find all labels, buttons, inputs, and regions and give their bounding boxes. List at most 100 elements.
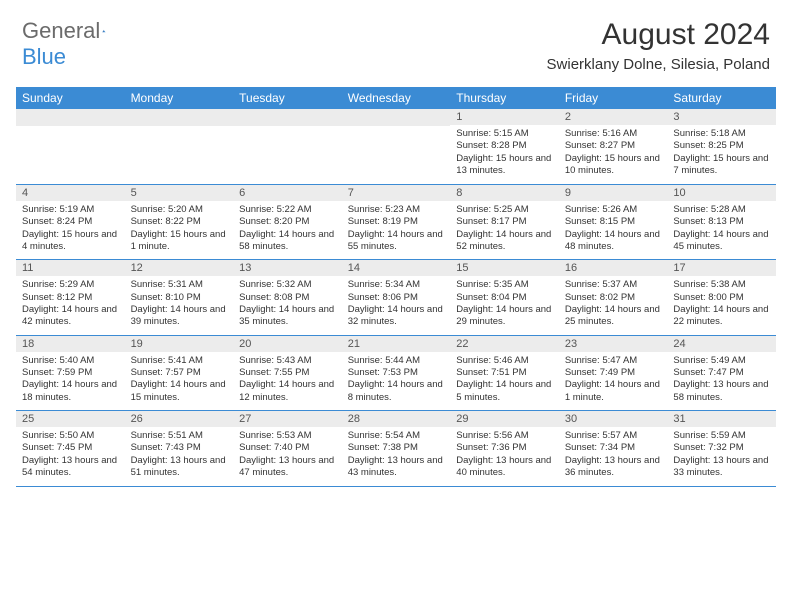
calendar: SundayMondayTuesdayWednesdayThursdayFrid…	[16, 87, 776, 487]
day-cell: 17Sunrise: 5:38 AMSunset: 8:00 PMDayligh…	[667, 260, 776, 334]
day-details: Sunrise: 5:53 AMSunset: 7:40 PMDaylight:…	[233, 427, 342, 485]
week-row: 18Sunrise: 5:40 AMSunset: 7:59 PMDayligh…	[16, 336, 776, 411]
day-number: 25	[16, 411, 125, 427]
day-number: 3	[667, 109, 776, 125]
day-details	[125, 126, 234, 184]
day-cell: 25Sunrise: 5:50 AMSunset: 7:45 PMDayligh…	[16, 411, 125, 485]
day-number	[16, 109, 125, 126]
day-number: 18	[16, 336, 125, 352]
day-number: 26	[125, 411, 234, 427]
day-cell: 16Sunrise: 5:37 AMSunset: 8:02 PMDayligh…	[559, 260, 668, 334]
day-number: 31	[667, 411, 776, 427]
empty-cell	[125, 109, 234, 184]
day-details: Sunrise: 5:34 AMSunset: 8:06 PMDaylight:…	[342, 276, 451, 334]
day-number: 28	[342, 411, 451, 427]
day-number: 22	[450, 336, 559, 352]
day-number: 16	[559, 260, 668, 276]
day-number: 10	[667, 185, 776, 201]
day-number: 6	[233, 185, 342, 201]
brand-text-2: Blue	[22, 44, 66, 69]
day-details: Sunrise: 5:29 AMSunset: 8:12 PMDaylight:…	[16, 276, 125, 334]
day-details: Sunrise: 5:51 AMSunset: 7:43 PMDaylight:…	[125, 427, 234, 485]
day-cell: 20Sunrise: 5:43 AMSunset: 7:55 PMDayligh…	[233, 336, 342, 410]
day-cell: 31Sunrise: 5:59 AMSunset: 7:32 PMDayligh…	[667, 411, 776, 485]
day-cell: 18Sunrise: 5:40 AMSunset: 7:59 PMDayligh…	[16, 336, 125, 410]
day-cell: 9Sunrise: 5:26 AMSunset: 8:15 PMDaylight…	[559, 185, 668, 259]
day-cell: 28Sunrise: 5:54 AMSunset: 7:38 PMDayligh…	[342, 411, 451, 485]
day-cell: 1Sunrise: 5:15 AMSunset: 8:28 PMDaylight…	[450, 109, 559, 184]
day-number: 17	[667, 260, 776, 276]
day-cell: 2Sunrise: 5:16 AMSunset: 8:27 PMDaylight…	[559, 109, 668, 184]
day-details: Sunrise: 5:19 AMSunset: 8:24 PMDaylight:…	[16, 201, 125, 259]
day-number	[233, 109, 342, 126]
title-block: August 2024 Swierklany Dolne, Silesia, P…	[547, 18, 770, 73]
day-details: Sunrise: 5:20 AMSunset: 8:22 PMDaylight:…	[125, 201, 234, 259]
day-details: Sunrise: 5:57 AMSunset: 7:34 PMDaylight:…	[559, 427, 668, 485]
day-details: Sunrise: 5:35 AMSunset: 8:04 PMDaylight:…	[450, 276, 559, 334]
day-details: Sunrise: 5:32 AMSunset: 8:08 PMDaylight:…	[233, 276, 342, 334]
day-number: 15	[450, 260, 559, 276]
day-details: Sunrise: 5:37 AMSunset: 8:02 PMDaylight:…	[559, 276, 668, 334]
day-number: 1	[450, 109, 559, 125]
day-details: Sunrise: 5:15 AMSunset: 8:28 PMDaylight:…	[450, 125, 559, 183]
day-cell: 27Sunrise: 5:53 AMSunset: 7:40 PMDayligh…	[233, 411, 342, 485]
day-details: Sunrise: 5:59 AMSunset: 7:32 PMDaylight:…	[667, 427, 776, 485]
day-cell: 8Sunrise: 5:25 AMSunset: 8:17 PMDaylight…	[450, 185, 559, 259]
day-number: 23	[559, 336, 668, 352]
day-details: Sunrise: 5:23 AMSunset: 8:19 PMDaylight:…	[342, 201, 451, 259]
weekday-label: Wednesday	[342, 87, 451, 109]
day-number	[125, 109, 234, 126]
weeks-container: 1Sunrise: 5:15 AMSunset: 8:28 PMDaylight…	[16, 109, 776, 487]
day-details: Sunrise: 5:31 AMSunset: 8:10 PMDaylight:…	[125, 276, 234, 334]
day-cell: 10Sunrise: 5:28 AMSunset: 8:13 PMDayligh…	[667, 185, 776, 259]
empty-cell	[16, 109, 125, 184]
day-number: 24	[667, 336, 776, 352]
day-details	[16, 126, 125, 184]
day-number: 13	[233, 260, 342, 276]
week-row: 4Sunrise: 5:19 AMSunset: 8:24 PMDaylight…	[16, 185, 776, 260]
day-number: 30	[559, 411, 668, 427]
brand-logo: General	[22, 18, 126, 44]
day-number: 5	[125, 185, 234, 201]
day-number: 8	[450, 185, 559, 201]
day-details: Sunrise: 5:44 AMSunset: 7:53 PMDaylight:…	[342, 352, 451, 410]
day-cell: 26Sunrise: 5:51 AMSunset: 7:43 PMDayligh…	[125, 411, 234, 485]
week-row: 11Sunrise: 5:29 AMSunset: 8:12 PMDayligh…	[16, 260, 776, 335]
day-number: 20	[233, 336, 342, 352]
day-cell: 19Sunrise: 5:41 AMSunset: 7:57 PMDayligh…	[125, 336, 234, 410]
weekday-label: Saturday	[667, 87, 776, 109]
day-cell: 12Sunrise: 5:31 AMSunset: 8:10 PMDayligh…	[125, 260, 234, 334]
day-details: Sunrise: 5:56 AMSunset: 7:36 PMDaylight:…	[450, 427, 559, 485]
day-details: Sunrise: 5:46 AMSunset: 7:51 PMDaylight:…	[450, 352, 559, 410]
weekday-label: Sunday	[16, 87, 125, 109]
sail-icon	[102, 22, 106, 40]
day-number: 29	[450, 411, 559, 427]
week-row: 1Sunrise: 5:15 AMSunset: 8:28 PMDaylight…	[16, 109, 776, 185]
day-details: Sunrise: 5:54 AMSunset: 7:38 PMDaylight:…	[342, 427, 451, 485]
day-number: 27	[233, 411, 342, 427]
day-details: Sunrise: 5:41 AMSunset: 7:57 PMDaylight:…	[125, 352, 234, 410]
day-details	[342, 126, 451, 184]
day-number: 2	[559, 109, 668, 125]
day-details	[233, 126, 342, 184]
day-cell: 6Sunrise: 5:22 AMSunset: 8:20 PMDaylight…	[233, 185, 342, 259]
day-details: Sunrise: 5:22 AMSunset: 8:20 PMDaylight:…	[233, 201, 342, 259]
empty-cell	[342, 109, 451, 184]
weekday-label: Friday	[559, 87, 668, 109]
day-cell: 30Sunrise: 5:57 AMSunset: 7:34 PMDayligh…	[559, 411, 668, 485]
day-number: 19	[125, 336, 234, 352]
day-cell: 5Sunrise: 5:20 AMSunset: 8:22 PMDaylight…	[125, 185, 234, 259]
weekday-label: Tuesday	[233, 87, 342, 109]
day-number	[342, 109, 451, 126]
weekday-label: Thursday	[450, 87, 559, 109]
location-text: Swierklany Dolne, Silesia, Poland	[547, 56, 770, 73]
day-number: 21	[342, 336, 451, 352]
day-details: Sunrise: 5:16 AMSunset: 8:27 PMDaylight:…	[559, 125, 668, 183]
day-details: Sunrise: 5:49 AMSunset: 7:47 PMDaylight:…	[667, 352, 776, 410]
day-details: Sunrise: 5:18 AMSunset: 8:25 PMDaylight:…	[667, 125, 776, 183]
brand-text-1: General	[22, 18, 100, 44]
weekday-label: Monday	[125, 87, 234, 109]
day-cell: 24Sunrise: 5:49 AMSunset: 7:47 PMDayligh…	[667, 336, 776, 410]
day-details: Sunrise: 5:40 AMSunset: 7:59 PMDaylight:…	[16, 352, 125, 410]
day-cell: 11Sunrise: 5:29 AMSunset: 8:12 PMDayligh…	[16, 260, 125, 334]
